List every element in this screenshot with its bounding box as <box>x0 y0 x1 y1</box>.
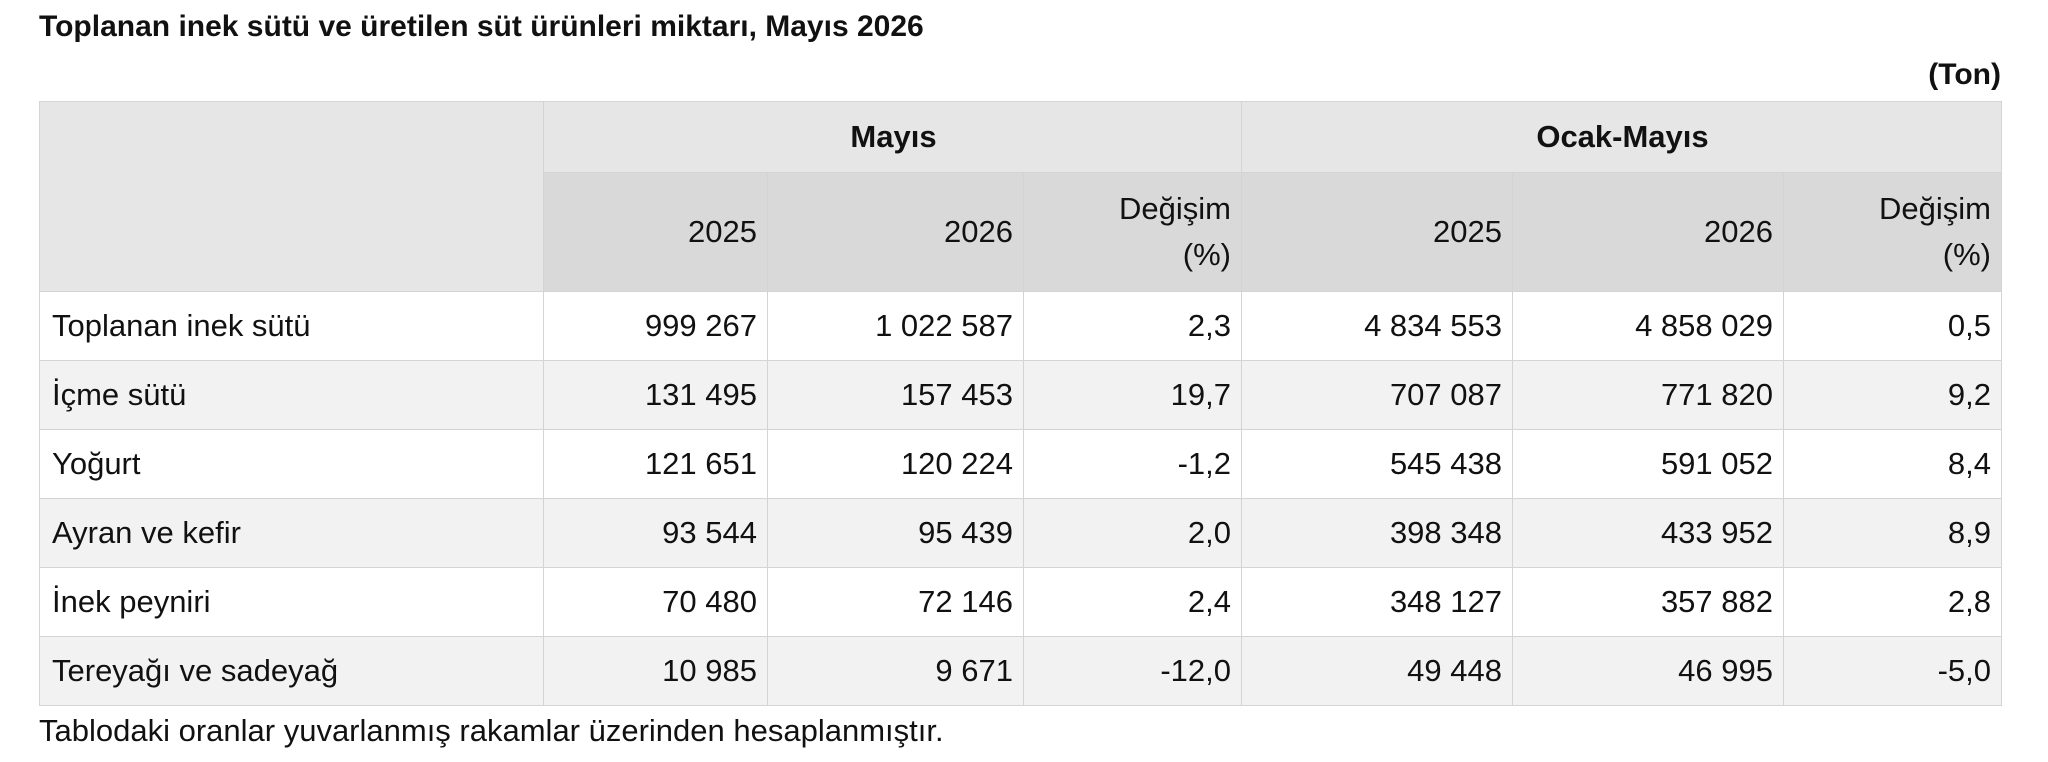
group-header: Ocak-Mayıs <box>1241 101 2002 173</box>
column-header-cell: 2026 <box>767 172 1024 292</box>
cell: 707 087 <box>1241 360 1513 430</box>
cell: 8,4 <box>1783 429 2002 499</box>
cell: 120 224 <box>767 429 1024 499</box>
cell: 348 127 <box>1241 567 1513 637</box>
column-header-cell: Değişim (%) <box>1783 172 2002 292</box>
cell: 121 651 <box>543 429 768 499</box>
cell: -1,2 <box>1023 429 1242 499</box>
table-row: Ayran ve kefir 93 544 95 439 2,0 398 348 433 … <box>39 498 2002 568</box>
cell: 49 448 <box>1241 636 1513 706</box>
cell: 19,7 <box>1023 360 1242 430</box>
row-label: İnek peyniri <box>39 567 544 637</box>
table-title: Toplanan inek sütü ve üretilen süt ürünl… <box>39 10 924 43</box>
cell: 9 671 <box>767 636 1024 706</box>
footnote: Tablodaki oranlar yuvarlanmış rakamlar ü… <box>39 713 944 748</box>
cell: 771 820 <box>1512 360 1784 430</box>
table-row: İçme sütü 131 495 157 453 19,7 707 087 771 82… <box>39 360 2002 430</box>
cell: 157 453 <box>767 360 1024 430</box>
cell: 2,3 <box>1023 291 1242 361</box>
column-header-cell: 2026 <box>1512 172 1784 292</box>
corner-cell <box>39 101 544 292</box>
group-header: Mayıs <box>543 101 1242 173</box>
cell: 95 439 <box>767 498 1024 568</box>
cell: 357 882 <box>1512 567 1784 637</box>
column-header-cell: 2025 <box>543 172 768 292</box>
cell: 4 834 553 <box>1241 291 1513 361</box>
column-header: 2026 <box>944 214 1013 249</box>
cell: 398 348 <box>1241 498 1513 568</box>
unit-label: (Ton) <box>1928 58 2001 91</box>
column-header: Değişim (%) <box>1879 191 1991 272</box>
column-header: 2026 <box>1704 214 1773 249</box>
cell: 93 544 <box>543 498 768 568</box>
column-header: 2025 <box>1433 214 1502 249</box>
cell: 1 022 587 <box>767 291 1024 361</box>
data-table: Mayıs Ocak-Mayıs 2025 2026 Değişim (%) 2025 2… <box>39 101 2002 706</box>
cell: 10 985 <box>543 636 768 706</box>
cell: 4 858 029 <box>1512 291 1784 361</box>
cell: 9,2 <box>1783 360 2002 430</box>
column-header-cell: 2025 <box>1241 172 1513 292</box>
cell: 2,4 <box>1023 567 1242 637</box>
cell: 591 052 <box>1512 429 1784 499</box>
cell: 999 267 <box>543 291 768 361</box>
cell: 2,0 <box>1023 498 1242 568</box>
cell: 545 438 <box>1241 429 1513 499</box>
row-label: İçme sütü <box>39 360 544 430</box>
cell: 0,5 <box>1783 291 2002 361</box>
cell: 8,9 <box>1783 498 2002 568</box>
column-header-cell: Değişim (%) <box>1023 172 1242 292</box>
table-row: İnek peyniri 70 480 72 146 2,4 348 127 357 88… <box>39 567 2002 637</box>
row-label: Ayran ve kefir <box>39 498 544 568</box>
cell: 131 495 <box>543 360 768 430</box>
cell: -5,0 <box>1783 636 2002 706</box>
column-header: 2025 <box>688 214 757 249</box>
table-row: Tereyağı ve sadeyağ 10 985 9 671 -12,0 49 44… <box>39 636 2002 706</box>
row-label: Tereyağı ve sadeyağ <box>39 636 544 706</box>
cell: 70 480 <box>543 567 768 637</box>
cell: 2,8 <box>1783 567 2002 637</box>
column-header: Değişim (%) <box>1119 191 1231 272</box>
cell: 46 995 <box>1512 636 1784 706</box>
cell: -12,0 <box>1023 636 1242 706</box>
row-label: Toplanan inek sütü <box>39 291 544 361</box>
cell: 433 952 <box>1512 498 1784 568</box>
cell: 72 146 <box>767 567 1024 637</box>
row-label: Yoğurt <box>39 429 544 499</box>
table-row: Yoğurt 121 651 120 224 -1,2 545 438 591 052 8,… <box>39 429 2002 499</box>
table-row: Toplanan inek sütü 999 267 1 022 587 2,3 4 8… <box>39 291 2002 361</box>
